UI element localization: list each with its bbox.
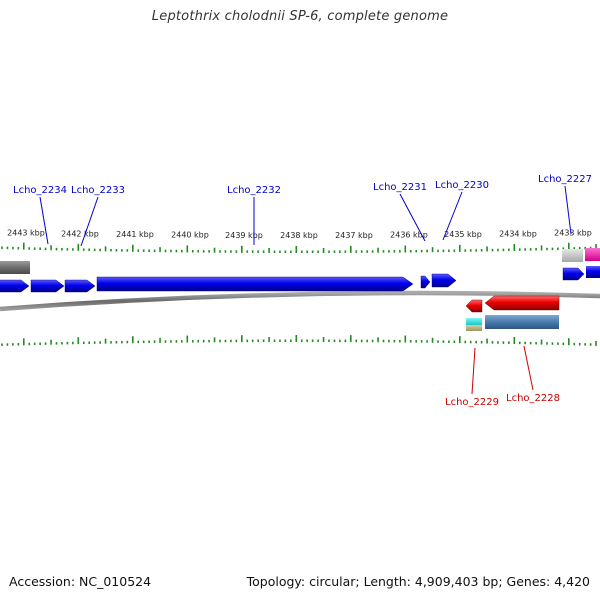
ruler-label: 2438 kbp: [280, 231, 318, 240]
cds-arrow: [431, 273, 457, 288]
gene-label: Lcho_2233: [71, 185, 125, 196]
ruler-label: 2435 kbp: [444, 230, 482, 239]
cds-arrow: [586, 266, 600, 278]
ruler-label: 2439 kbp: [225, 231, 263, 240]
ruler-label: 2440 kbp: [171, 231, 209, 240]
map-title: Leptothrix cholodnii SP-6, complete geno…: [151, 9, 449, 24]
ruler-label: 2442 kbp: [61, 229, 99, 238]
label-leader: [39, 196, 49, 245]
gene-label: Lcho_2228: [506, 393, 560, 404]
feature-block: [585, 248, 600, 261]
topology-text: Topology: circular; Length: 4,909,403 bp…: [246, 574, 590, 589]
label-leader: [564, 185, 572, 235]
label-leader: [399, 193, 426, 242]
label-leader: [80, 196, 99, 247]
cds-arrow: [420, 275, 431, 289]
feature-block: [562, 249, 583, 262]
ruler-labels: 2443 kbp 2442 kbp 2441 kbp 2440 kbp 2439 kbp…: [7, 228, 592, 240]
accession-text: Accession: NC_010524: [9, 574, 152, 589]
cds-arrow: [484, 295, 560, 311]
ruler-label: 2437 kbp: [335, 231, 373, 240]
gene-features: [0, 248, 600, 331]
cds-arrow: [64, 279, 96, 293]
label-leader: [442, 191, 463, 241]
cds-arrow: [465, 299, 483, 313]
ruler-label: 2443 kbp: [7, 228, 45, 237]
ruler-label: 2436 kbp: [390, 231, 428, 240]
ruler-label: 2433 kbp: [554, 229, 592, 238]
ruler-ticks: [1, 242, 597, 346]
genome-backbone: [0, 290, 600, 312]
gene-label: Lcho_2227: [538, 174, 592, 185]
gene-label: Lcho_2234: [13, 185, 67, 196]
cds-arrow: [30, 279, 65, 293]
ruler-label: 2434 kbp: [499, 229, 537, 238]
gene-label: Lcho_2229: [445, 397, 499, 408]
cds-arrow: [562, 267, 585, 281]
gene-label: Lcho_2232: [227, 185, 281, 196]
label-leader: [471, 347, 476, 395]
feature-block: [0, 261, 30, 274]
feature-block: [466, 318, 482, 325]
gene-label: Lcho_2231: [373, 182, 427, 193]
feature-block: [485, 315, 559, 329]
label-leader: [523, 345, 534, 391]
cds-arrow: [96, 276, 414, 292]
ruler-label: 2441 kbp: [116, 230, 154, 239]
cds-arrow: [0, 279, 30, 293]
gene-labels: Lcho_2234 Lcho_2233 Lcho_2232 Lcho_2231 Lcho…: [13, 174, 592, 408]
feature-block: [466, 325, 482, 331]
gene-label: Lcho_2230: [435, 180, 489, 191]
